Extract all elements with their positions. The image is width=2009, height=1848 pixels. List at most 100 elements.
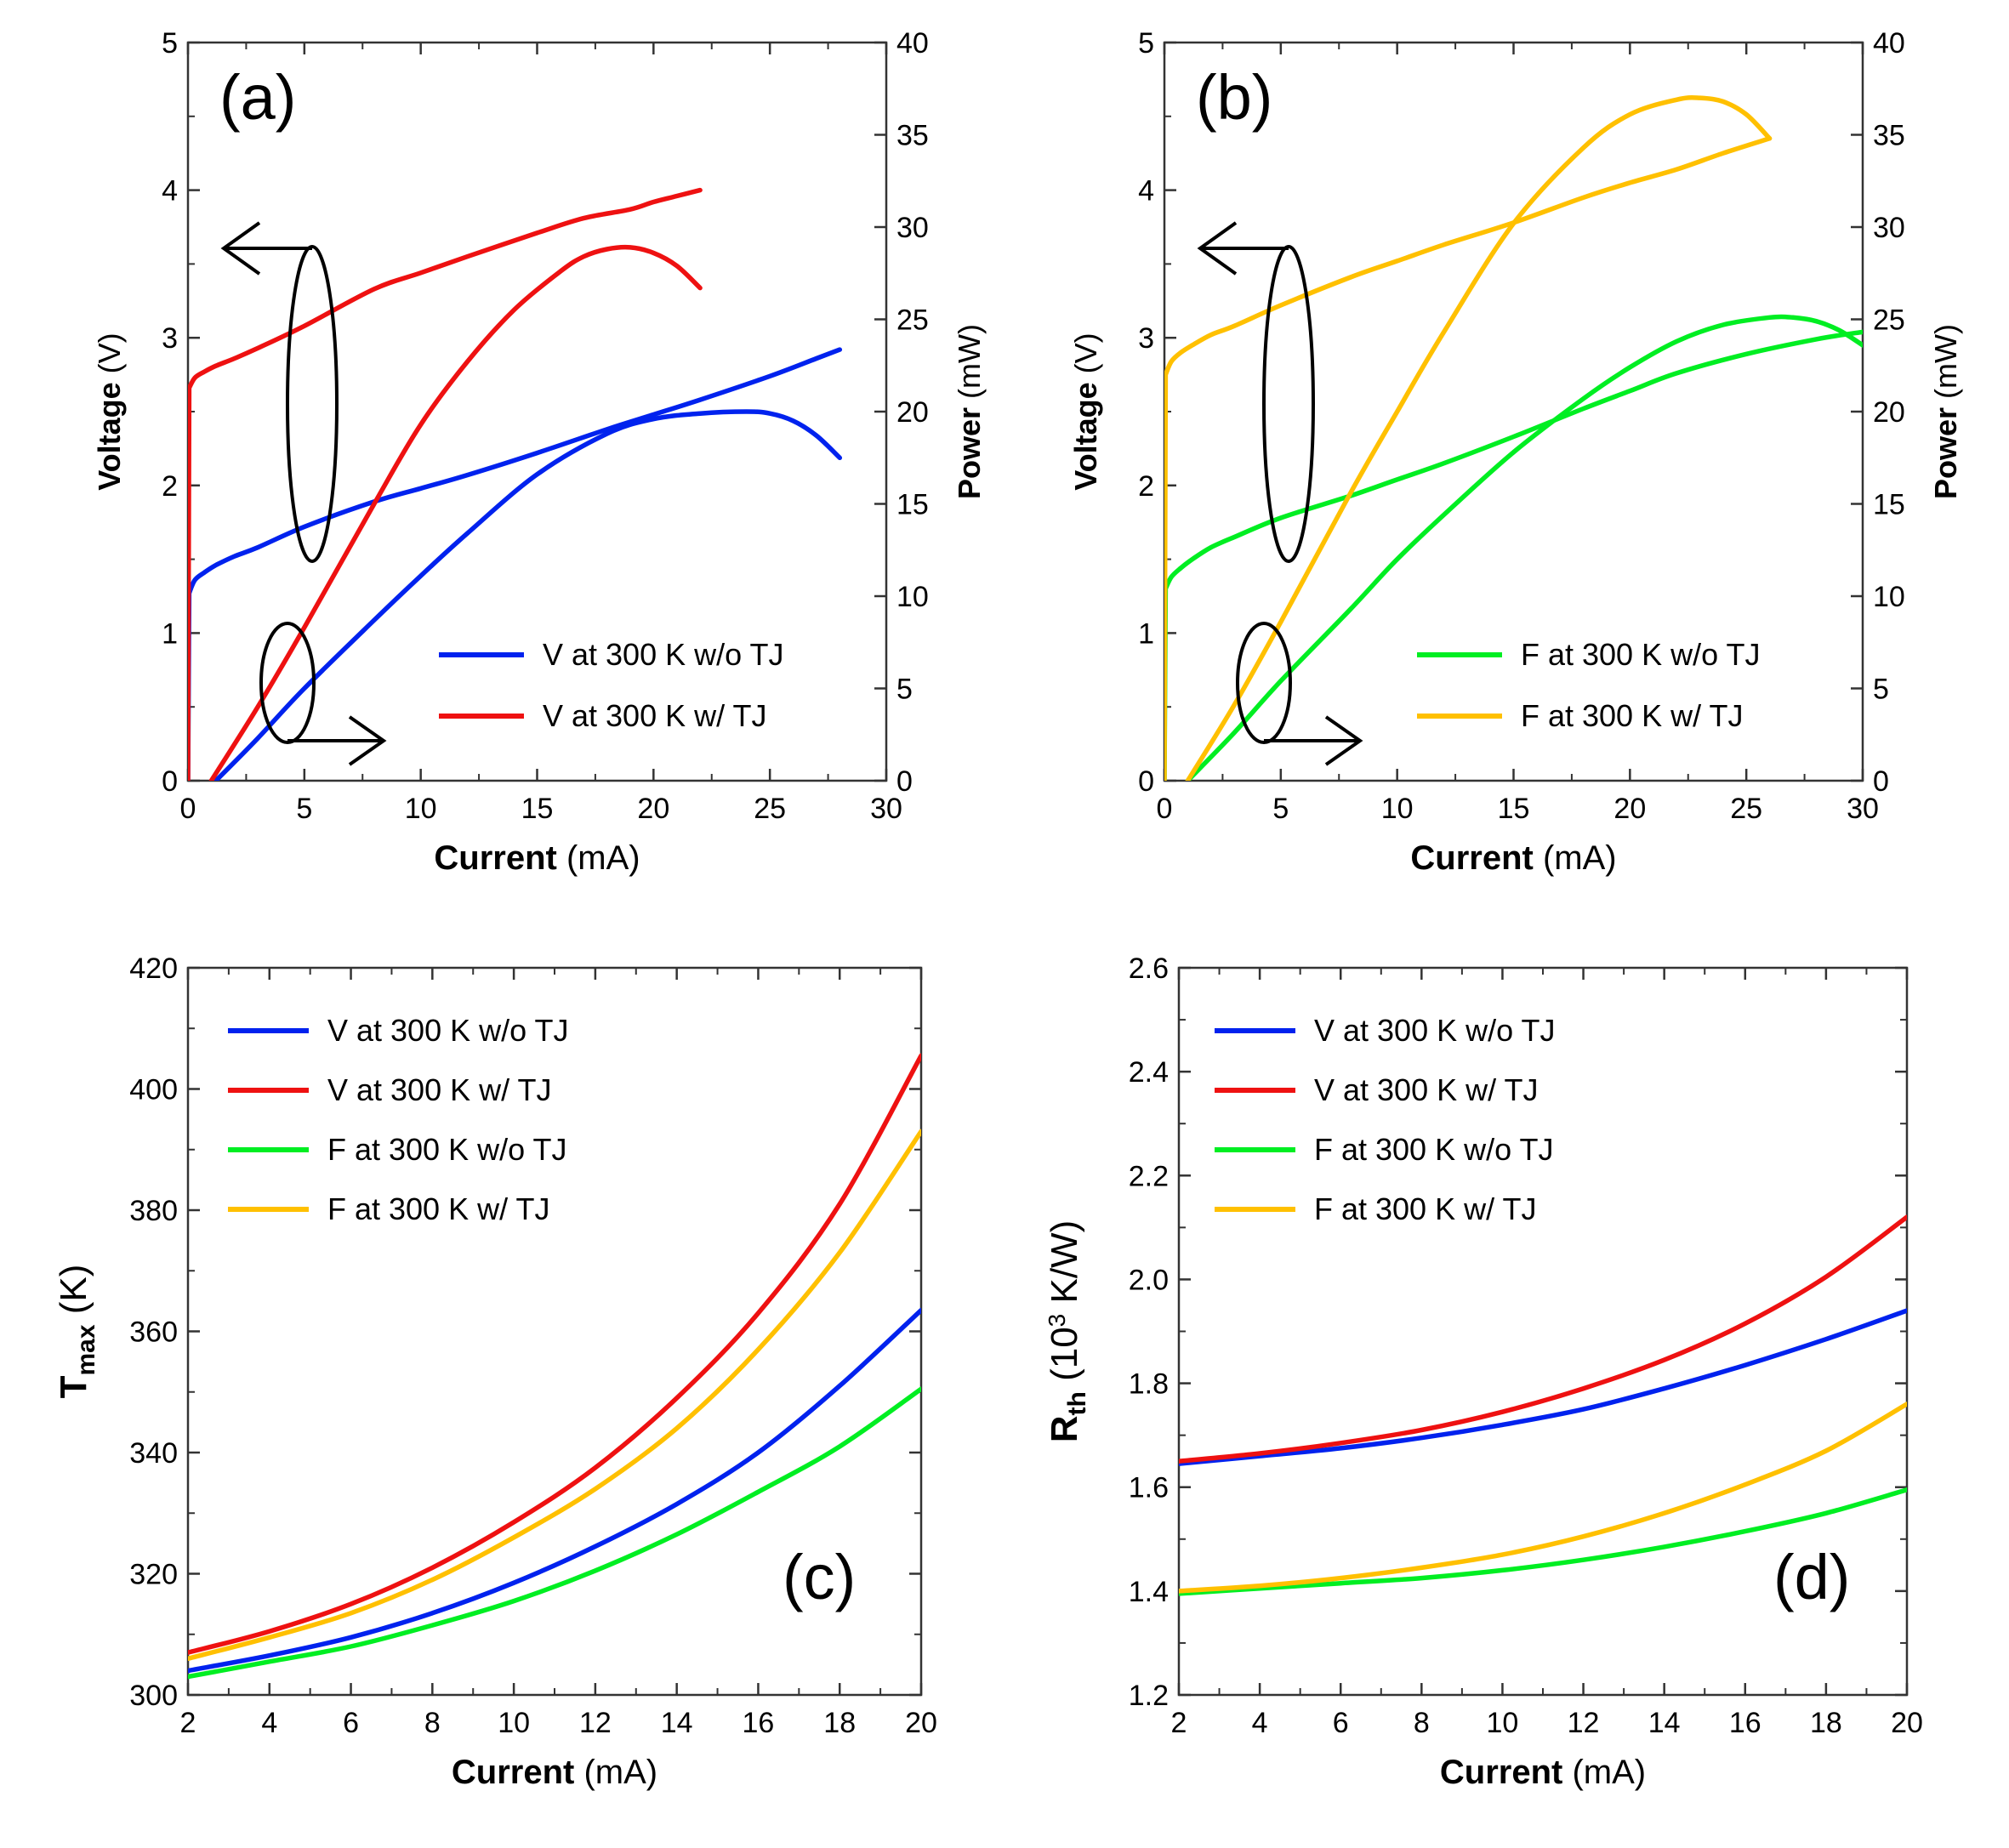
legend-label: V at 300 K w/ TJ xyxy=(543,698,766,733)
voltage-axis-ellipse xyxy=(286,245,339,563)
x-tick-label: 10 xyxy=(1381,793,1414,825)
series-line xyxy=(208,244,703,781)
right-arrow-head xyxy=(1324,715,1363,766)
series-line xyxy=(1164,329,1863,781)
panel-d: 2 4 6 8 10 12 14 16 18 20 1.2 1.4 1.6 1.8 2.0 2.2 2.4 2.6… xyxy=(1044,952,1923,1791)
y2-tick-label: 25 xyxy=(1873,304,1905,337)
y-tick-label: 420 xyxy=(129,952,178,985)
y-tick-label: 300 xyxy=(129,1680,178,1712)
right-arrow-head xyxy=(348,715,387,766)
y-tick-label: 360 xyxy=(129,1316,178,1349)
x-tick-label: 15 xyxy=(1498,793,1530,825)
y-tick-label: 1.6 xyxy=(1129,1472,1169,1504)
y2-tick-label: 5 xyxy=(1873,674,1889,706)
panel-label: (d) xyxy=(1773,1542,1850,1612)
series-line xyxy=(1179,1308,1907,1466)
y-axis-label: Voltage (V) xyxy=(1068,333,1103,490)
series-line xyxy=(1185,314,1863,781)
right-arrow-line xyxy=(286,739,382,742)
y-tick-label: 3 xyxy=(162,322,178,355)
x-tick-label: 2 xyxy=(180,1707,196,1739)
series-line xyxy=(1179,1214,1907,1464)
y-tick-label: 2.2 xyxy=(1129,1160,1169,1192)
y2-tick-label: 40 xyxy=(896,27,929,60)
legend-label: F at 300 K w/ TJ xyxy=(1314,1191,1536,1226)
x-tick-label: 4 xyxy=(1252,1707,1268,1739)
y2-tick-label: 10 xyxy=(896,581,929,613)
y-tick-label: 0 xyxy=(162,765,178,798)
series-line xyxy=(1164,136,1773,781)
panel-label: (b) xyxy=(1196,62,1272,133)
series-line xyxy=(1179,1487,1907,1596)
left-arrow-line xyxy=(1202,247,1289,250)
y2-tick-label: 0 xyxy=(896,765,913,798)
x-tick-label: 8 xyxy=(424,1707,441,1739)
y2-tick-label: 30 xyxy=(1873,212,1905,244)
x-tick-label: 10 xyxy=(498,1707,530,1739)
y-axis-label: Rth (103 K/W) xyxy=(1044,1220,1091,1443)
legend-label: F at 300 K w/o TJ xyxy=(1314,1132,1553,1167)
x-tick-label: 20 xyxy=(1891,1707,1923,1739)
x-tick-label: 25 xyxy=(754,793,786,825)
legend-label: V at 300 K w/o TJ xyxy=(543,637,783,672)
panel-label: (a) xyxy=(219,62,296,133)
x-tick-label: 14 xyxy=(1648,1707,1681,1739)
y2-tick-label: 15 xyxy=(1873,489,1905,521)
panel-c: 2 4 6 8 10 12 14 16 18 20 300 320 340 360 380 400 420 Cur… xyxy=(53,952,937,1791)
y-tick-label: 3 xyxy=(1138,322,1154,355)
power-axis-ellipse xyxy=(259,622,316,744)
x-axis-label: Current (mA) xyxy=(1410,839,1616,877)
y2-tick-label: 10 xyxy=(1873,581,1905,613)
y-tick-label: 0 xyxy=(1138,765,1154,798)
x-tick-label: 4 xyxy=(261,1707,277,1739)
x-tick-label: 0 xyxy=(180,793,196,825)
y2-axis-label: Power (mW) xyxy=(1928,324,1963,499)
x-tick-label: 5 xyxy=(1272,793,1289,825)
y-tick-label: 1 xyxy=(1138,617,1154,650)
legend-label: F at 300 K w/o TJ xyxy=(327,1132,566,1167)
y-tick-label: 4 xyxy=(162,175,178,208)
y-tick-label: 1 xyxy=(162,617,178,650)
x-tick-label: 6 xyxy=(343,1707,359,1739)
legend-label: F at 300 K w/o TJ xyxy=(1521,637,1760,672)
series-line xyxy=(1185,95,1773,781)
x-tick-label: 0 xyxy=(1157,793,1173,825)
series-line xyxy=(188,1386,921,1680)
y2-tick-label: 40 xyxy=(1873,27,1905,60)
y2-tick-label: 20 xyxy=(1873,396,1905,429)
y-axis-label: Voltage (V) xyxy=(92,333,127,490)
x-axis-label: Current (mA) xyxy=(452,1754,657,1791)
x-tick-label: 16 xyxy=(1729,1707,1761,1739)
x-tick-label: 18 xyxy=(1810,1707,1842,1739)
left-arrow-line xyxy=(225,247,312,250)
x-tick-label: 12 xyxy=(1568,1707,1600,1739)
legend-label: F at 300 K w/ TJ xyxy=(1521,698,1743,733)
series-line xyxy=(188,347,843,781)
legend-label: V at 300 K w/o TJ xyxy=(327,1013,568,1048)
y2-tick-label: 5 xyxy=(896,674,913,706)
x-tick-label: 6 xyxy=(1333,1707,1349,1739)
legend-label: V at 300 K w/ TJ xyxy=(1314,1072,1538,1107)
y2-tick-label: 35 xyxy=(896,120,929,152)
y-tick-label: 2 xyxy=(1138,470,1154,503)
x-tick-label: 14 xyxy=(661,1707,693,1739)
y2-axis-label: Power (mW) xyxy=(952,324,987,499)
y-tick-label: 320 xyxy=(129,1559,178,1591)
left-arrow-head xyxy=(220,221,261,276)
y-tick-label: 380 xyxy=(129,1195,178,1227)
x-tick-label: 10 xyxy=(1487,1707,1519,1739)
x-tick-label: 12 xyxy=(579,1707,612,1739)
x-tick-label: 30 xyxy=(870,793,902,825)
legend-label: V at 300 K w/o TJ xyxy=(1314,1013,1555,1048)
x-tick-label: 20 xyxy=(905,1707,937,1739)
y-tick-label: 1.2 xyxy=(1129,1680,1169,1712)
series-line xyxy=(213,409,843,781)
y2-tick-label: 0 xyxy=(1873,765,1889,798)
y-tick-label: 1.8 xyxy=(1129,1368,1169,1401)
y-tick-label: 2.6 xyxy=(1129,952,1169,985)
y-tick-label: 1.4 xyxy=(1129,1576,1169,1608)
y-tick-label: 5 xyxy=(1138,27,1154,60)
x-tick-label: 18 xyxy=(823,1707,856,1739)
legend-label: F at 300 K w/ TJ xyxy=(327,1191,549,1226)
panel-a: 0 5 10 15 20 25 300123450510152025303540Power … xyxy=(92,27,987,877)
